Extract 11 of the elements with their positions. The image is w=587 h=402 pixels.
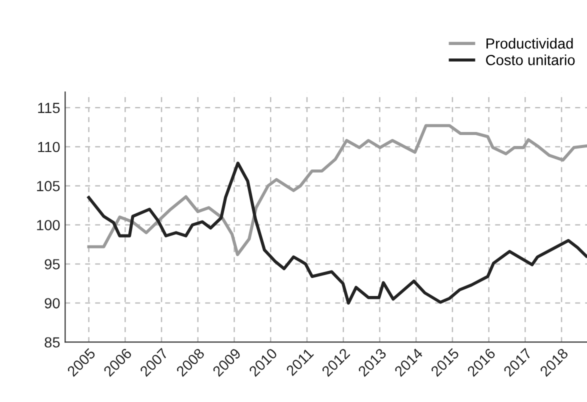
line-series: [87, 162, 587, 305]
y-tick-label: 85: [44, 337, 60, 348]
y-tick-label: 115: [38, 102, 60, 114]
y-tick-label: 90: [44, 298, 60, 308]
line-series: [87, 124, 587, 256]
y-tick-label: 110: [38, 142, 60, 152]
y-tick-label: 95: [44, 259, 60, 270]
legend-label: Costo unitario: [486, 54, 575, 66]
legend-label: Productividad: [486, 38, 573, 49]
y-tick-label: 100: [37, 220, 60, 230]
y-tick-label: 105: [37, 180, 60, 192]
